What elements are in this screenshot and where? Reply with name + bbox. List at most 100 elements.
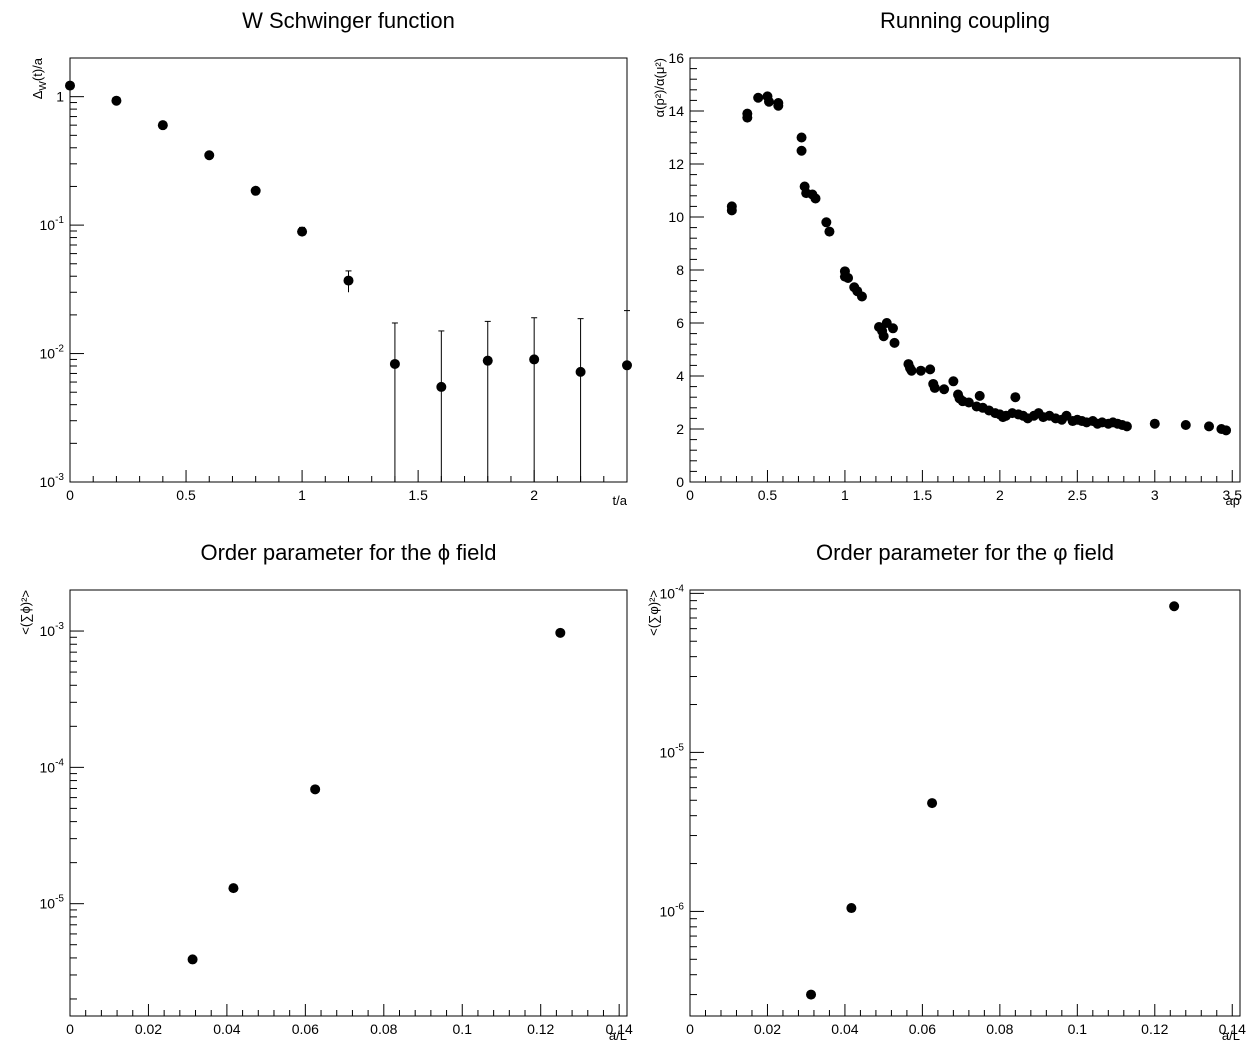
data-point (806, 989, 817, 1000)
y-tick-label: 12 (668, 156, 684, 172)
x-tick-label: 0.14 (1219, 1021, 1246, 1037)
y-tick-exponent: -5 (55, 894, 64, 905)
y-axis-label: <(∑φ)²> (646, 590, 661, 636)
data-point (939, 384, 950, 395)
y-tick-label: 10-4 (660, 583, 685, 601)
data-point (887, 323, 898, 334)
data-point (1204, 421, 1215, 432)
data-point (764, 96, 775, 107)
y-tick-base: 10 (40, 759, 56, 775)
y-axis-label-sub: W (38, 81, 49, 91)
data-point (753, 92, 764, 103)
x-tick-label: 0 (686, 1021, 694, 1037)
data-point (389, 358, 400, 369)
data-point (773, 100, 784, 111)
y-tick-label: 10-1 (40, 215, 65, 233)
y-axis-label-tail: (t)/a (30, 57, 45, 81)
y-tick-label: 0 (676, 474, 684, 490)
y-axis-label: ΔW(t)/a (30, 57, 49, 99)
x-tick-label: 3.5 (1223, 487, 1243, 503)
y-tick-base: 10 (660, 585, 676, 601)
data-point (878, 331, 889, 342)
chart-title: Order parameter for the φ field (816, 540, 1114, 565)
chart-panel-3: Order parameter for the ϕ field 0 0.02 0.04… (18, 540, 633, 1043)
data-point (906, 365, 917, 376)
x-tick-label: 0.1 (453, 1021, 473, 1037)
plot-frame (689, 589, 1241, 1017)
y-tick-exponent: -2 (55, 344, 64, 355)
y-tick-label: 1 (56, 89, 64, 105)
x-tick-label: 0.04 (213, 1021, 240, 1037)
x-tick-label: 1.5 (408, 487, 428, 503)
y-tick-base: 1 (56, 89, 64, 105)
y-tick-base: 10 (40, 896, 56, 912)
x-axis-label: t/a (613, 493, 628, 508)
x-tick-label: 2 (996, 487, 1004, 503)
data-point (65, 80, 75, 91)
y-axis-label-main: Δ (30, 90, 45, 99)
y-tick-label: 14 (668, 103, 684, 119)
data-point (1169, 601, 1180, 612)
y-tick-label: 10-6 (660, 901, 685, 919)
x-tick-label: 0.02 (754, 1021, 781, 1037)
data-point (889, 337, 900, 348)
x-tick-label: 0.06 (292, 1021, 319, 1037)
y-tick-label: 2 (676, 421, 684, 437)
x-tick-label: 0.14 (606, 1021, 633, 1037)
data-point (297, 226, 308, 237)
data-point (622, 360, 632, 371)
y-tick-label: 10-2 (40, 344, 65, 362)
data-point (436, 381, 447, 392)
y-tick-label: 10-5 (40, 894, 65, 912)
data-point (843, 272, 854, 283)
chart-title: Order parameter for the ϕ field (200, 540, 496, 565)
data-point (204, 150, 215, 161)
y-tick-label: 10-3 (40, 472, 65, 490)
x-axis-label: a/L (1222, 1028, 1240, 1043)
data-point (529, 354, 540, 365)
x-tick-label: 0.08 (986, 1021, 1013, 1037)
data-point (810, 193, 821, 204)
x-axis-label: ap (1226, 493, 1240, 508)
y-tick-label: 10-4 (40, 757, 65, 775)
x-tick-label: 2.5 (1068, 487, 1088, 503)
y-tick-label: 10-3 (40, 621, 65, 639)
y-tick-label: 6 (676, 315, 684, 331)
x-tick-label: 0.12 (527, 1021, 554, 1037)
y-tick-exponent: -3 (55, 621, 64, 632)
y-tick-base: 10 (40, 346, 56, 362)
plot-frame (69, 589, 628, 1017)
y-tick-base: 10 (40, 623, 56, 639)
y-tick-label: 16 (668, 50, 684, 66)
data-point (856, 291, 867, 302)
x-tick-label: 0.02 (135, 1021, 162, 1037)
x-tick-label: 3 (1151, 487, 1159, 503)
y-axis-label: α(p²)/α(μ²) (652, 58, 667, 117)
chart-title: W Schwinger function (242, 8, 455, 33)
y-tick-exponent: -6 (675, 901, 684, 912)
y-tick-label: 10-5 (660, 742, 685, 760)
data-point (927, 798, 938, 809)
data-point (343, 275, 354, 286)
data-point (1221, 425, 1232, 436)
y-tick-exponent: -4 (675, 583, 684, 594)
data-point (929, 382, 940, 393)
data-point (726, 205, 737, 216)
y-axis-label: <(∑ϕ)²> (18, 590, 33, 635)
x-tick-label: 0 (66, 1021, 74, 1037)
y-tick-base: 10 (660, 903, 676, 919)
data-point (575, 366, 586, 377)
chart-panel-4: Order parameter for the φ field 0 0.02 0.04… (646, 540, 1246, 1043)
y-tick-label: 10 (668, 209, 684, 225)
data-point (821, 217, 832, 228)
data-point (310, 784, 321, 795)
x-tick-label: 1 (841, 487, 849, 503)
x-tick-label: 0.12 (1141, 1021, 1168, 1037)
data-point (974, 390, 985, 401)
data-point (228, 883, 239, 894)
data-point (796, 145, 807, 156)
data-point (742, 112, 753, 123)
